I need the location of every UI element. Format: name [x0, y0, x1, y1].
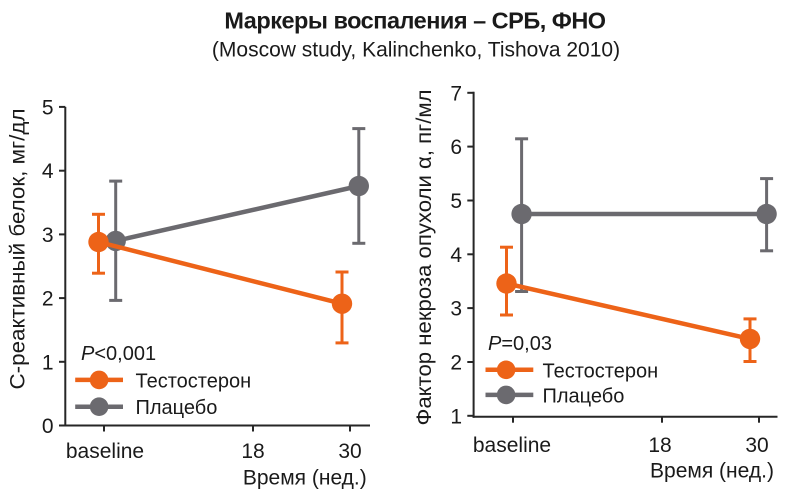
svg-text:С-реактивный белок, мг/дл: С-реактивный белок, мг/дл	[7, 109, 30, 390]
svg-text:18: 18	[241, 440, 264, 463]
svg-text:Плацебо: Плацебо	[543, 385, 625, 407]
svg-text:2: 2	[450, 352, 462, 375]
svg-text:Время (нед.): Время (нед.)	[650, 460, 774, 483]
svg-text:5: 5	[42, 96, 54, 119]
svg-text:2: 2	[42, 288, 54, 311]
svg-text:1: 1	[42, 351, 54, 374]
svg-text:30: 30	[745, 434, 768, 457]
svg-text:Плацебо: Плацебо	[136, 397, 218, 419]
svg-text:0: 0	[42, 415, 54, 438]
svg-text:baseline: baseline	[66, 440, 144, 463]
svg-text:Время (нед.): Время (нед.)	[243, 467, 367, 490]
svg-text:P<0,001: P<0,001	[81, 343, 156, 365]
svg-text:3: 3	[42, 224, 54, 247]
svg-text:4: 4	[42, 160, 54, 183]
svg-text:Маркеры воспаления – СРБ, ФНО: Маркеры воспаления – СРБ, ФНО	[224, 8, 605, 34]
svg-text:Фактор некроза опухоли α, пг/м: Фактор некроза опухоли α, пг/мл	[413, 90, 436, 426]
svg-text:1: 1	[450, 405, 462, 428]
svg-text:3: 3	[450, 298, 462, 321]
svg-text:5: 5	[450, 190, 462, 213]
svg-text:4: 4	[450, 244, 462, 267]
svg-text:7: 7	[450, 82, 462, 105]
svg-text:Тестостерон: Тестостерон	[136, 370, 252, 392]
svg-text:6: 6	[450, 136, 462, 159]
svg-text:(Moscow study, Kalinchenko, Ti: (Moscow study, Kalinchenko, Tishova 2010…	[212, 39, 620, 62]
svg-text:Тестостерон: Тестостерон	[543, 360, 659, 382]
svg-text:30: 30	[338, 440, 361, 463]
svg-text:baseline: baseline	[473, 434, 551, 457]
svg-text:P=0,03: P=0,03	[488, 333, 552, 355]
svg-text:18: 18	[648, 434, 671, 457]
